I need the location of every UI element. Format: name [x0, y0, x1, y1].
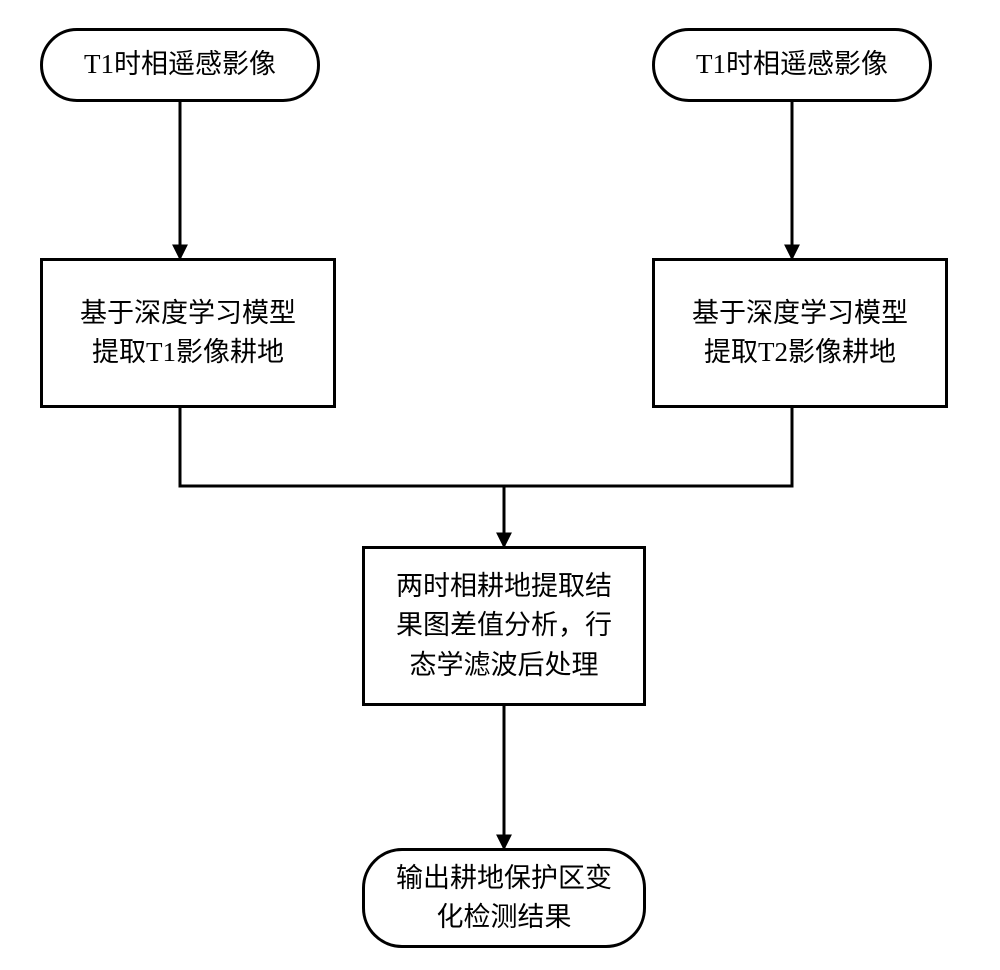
process-difference-analysis: 两时相耕地提取结 果图差值分析，行 态学滤波后处理 — [362, 546, 646, 706]
terminator-t1-input-right: T1时相遥感影像 — [652, 28, 932, 102]
edge — [504, 408, 792, 486]
process-extract-t1: 基于深度学习模型 提取T1影像耕地 — [40, 258, 336, 408]
node-label: T1时相遥感影像 — [84, 45, 276, 84]
node-label: 输出耕地保护区变 化检测结果 — [396, 859, 612, 937]
terminator-output-result: 输出耕地保护区变 化检测结果 — [362, 848, 646, 948]
connector-layer — [0, 0, 1000, 970]
process-extract-t2: 基于深度学习模型 提取T2影像耕地 — [652, 258, 948, 408]
flowchart-container: T1时相遥感影像 T1时相遥感影像 基于深度学习模型 提取T1影像耕地 基于深度… — [0, 0, 1000, 970]
edge — [180, 408, 504, 486]
node-label: 基于深度学习模型 提取T1影像耕地 — [80, 294, 296, 372]
node-label: 基于深度学习模型 提取T2影像耕地 — [692, 294, 908, 372]
node-label: 两时相耕地提取结 果图差值分析，行 态学滤波后处理 — [396, 567, 612, 684]
node-label: T1时相遥感影像 — [696, 45, 888, 84]
terminator-t1-input-left: T1时相遥感影像 — [40, 28, 320, 102]
